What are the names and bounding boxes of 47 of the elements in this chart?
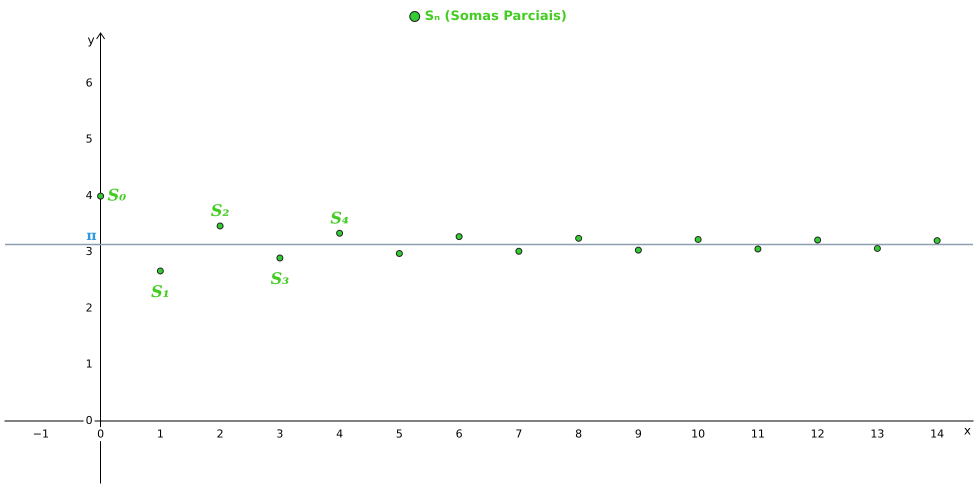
point [156,267,164,274]
x-tick-label: 4 [336,427,344,440]
point [754,246,762,252]
point [276,254,284,262]
y-axis-title: y [87,33,95,48]
point [515,248,522,255]
point [694,236,702,243]
y-tick-label: 3 [86,245,93,258]
point [874,244,881,252]
point [456,233,463,240]
point [396,250,403,257]
x-tick-label: 11 [750,427,765,440]
y-tick-label: 4 [86,188,93,202]
legend-label: Sₙ (Somas Parciais) [424,8,567,24]
annotation: S₄ [330,208,349,228]
x-tick-label: 2 [216,427,224,440]
x-tick-label: 13 [870,427,884,440]
y-tick-label: 6 [86,76,93,90]
y-tick-label: 0 [86,414,93,427]
point [934,237,941,244]
x-tick-label: 5 [396,427,403,440]
point [97,192,104,200]
x-tick-label: 6 [456,427,463,440]
y-tick-label: 2 [86,301,93,314]
x-tick-label: 12 [810,427,825,440]
x-tick-label: 0 [97,427,104,440]
x-tick-label: 14 [930,427,944,440]
y-tick-label: 5 [86,132,93,146]
point [634,246,642,254]
annotation: S₂ [210,201,230,220]
x-tick-label: 1 [156,427,164,440]
x-tick-label: 7 [515,427,522,440]
annotation: S₀ [108,185,126,204]
annotation: S₁ [151,282,170,302]
y-tick-label: 1 [86,358,93,371]
x-axis-title: x [964,423,971,438]
x-tick-label: 3 [276,427,284,440]
point [336,230,344,237]
annotation: S₃ [270,269,290,288]
point [814,236,822,244]
x-tick-label: 8 [575,427,582,440]
ref-line-label: π [86,228,97,244]
x-tick-label: 10 [691,427,706,440]
point [575,234,582,242]
x-tick-label: 9 [634,427,642,440]
x-tick-label: −1 [32,427,49,440]
point [216,222,224,230]
